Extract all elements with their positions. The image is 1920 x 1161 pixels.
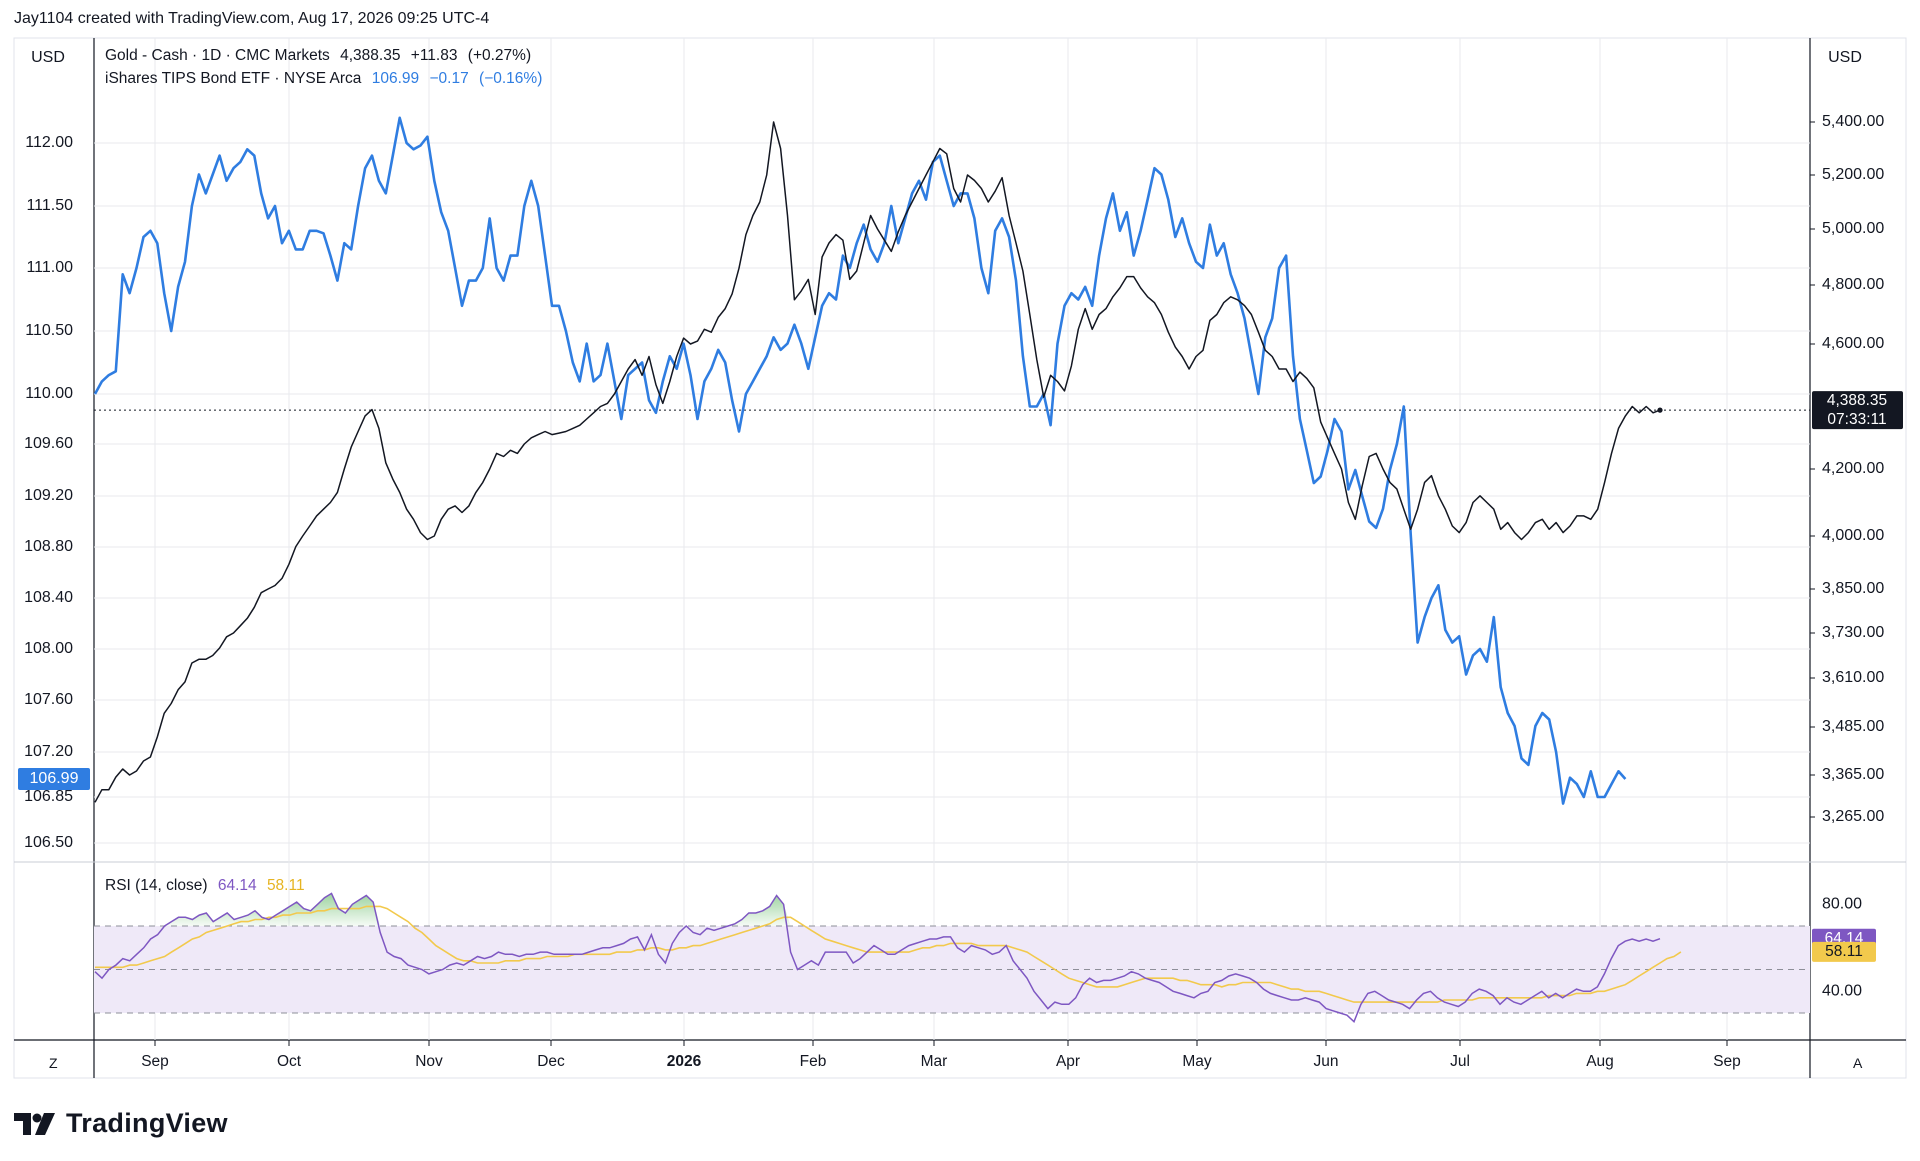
x-tick-label: Jul [1450,1053,1470,1070]
x-tick-label: Mar [921,1053,948,1070]
gold-legend-change: +11.83 [410,47,458,64]
x-tick-label: 2026 [667,1053,702,1070]
rsi-legend-value: 64.14 [217,877,257,894]
rsi-tick-label: 40.00 [1822,982,1862,999]
x-tick-label: Aug [1586,1053,1614,1070]
gold-series-line [94,121,1661,803]
x-tick-label: Apr [1056,1053,1080,1070]
tradingview-logo-icon [14,1112,55,1135]
tip-legend-last: 106.99 [371,70,420,87]
rsi-overbought-fill [95,893,1660,926]
left-currency-label: USD [31,49,65,66]
right-tick-label: 5,000.00 [1822,220,1884,237]
left-tick-label: 107.60 [24,691,73,708]
tradingview-wordmark: TradingView [66,1108,228,1138]
left-tick-label: 108.40 [24,589,73,606]
right-tick-label: 3,730.00 [1822,624,1884,641]
left-tick-label: 109.60 [24,435,73,452]
rsi-line [94,892,1661,1023]
x-tick-label: May [1182,1053,1212,1070]
x-tick-label: Dec [537,1053,565,1070]
gold-last-point [1657,407,1663,413]
rsi-legend-title: RSI (14, close) [105,877,208,894]
right-tick-label: 3,485.00 [1822,718,1884,735]
right-tick-label: 3,850.00 [1822,580,1884,597]
left-tick-label: 108.80 [24,538,73,555]
left-tick-label: 109.20 [24,487,73,504]
tip-legend: iShares TIPS Bond ETF · NYSE Arca 106.99… [105,70,548,88]
right-tick-label: 4,000.00 [1822,527,1884,544]
tradingview-brand: TradingView [14,1108,228,1139]
left-tick-label: 111.50 [26,197,73,214]
gold-last-value-label: 4,388.35 [1827,392,1887,409]
rsi-legend-ma: 58.11 [266,877,305,894]
chart-frame [13,37,1907,1079]
tip-legend-change: −0.17 [429,70,469,87]
right-currency-label: USD [1828,49,1862,66]
left-tick-label: 111.00 [26,259,73,276]
tip-last-badge [18,768,90,790]
tip-legend-change-pct: (−0.16%) [479,70,543,87]
tip-series-line [93,116,1627,805]
gold-countdown-label: 07:33:11 [1827,411,1886,428]
x-tick-label: Oct [277,1053,302,1070]
right-tick-label: 4,600.00 [1822,335,1884,352]
left-tick-label: 110.00 [25,385,73,402]
auto-a-button[interactable]: A [1853,1055,1863,1071]
right-tick-label: 5,400.00 [1822,113,1884,130]
main-legend: Gold - Cash · 1D · CMC Markets 4,388.35 … [105,47,537,65]
gold-last-badge [1812,391,1903,430]
x-tick-label: Feb [800,1053,827,1070]
right-tick-label: 3,365.00 [1822,766,1884,783]
rsi-tick-label: 80.00 [1822,895,1862,912]
gold-legend-last: 4,388.35 [340,47,401,64]
rsi-ma-line [95,905,1682,1003]
x-tick-label: Jun [1314,1053,1339,1070]
right-tick-label: 4,800.00 [1822,276,1884,293]
left-tick-label: 112.00 [25,134,73,151]
left-tick-label: 106.85 [24,788,73,805]
rsi-ma-last-value-label: 58.11 [1825,943,1863,960]
left-tick-label: 110.50 [25,322,73,339]
zoom-z-button[interactable]: Z [49,1055,58,1071]
credit-text: Jay1104 created with TradingView.com, Au… [14,10,490,27]
left-tick-label: 108.00 [24,640,73,657]
x-tick-label: Sep [141,1053,169,1070]
rsi-legend: RSI (14, close) 64.14 58.11 [105,877,311,895]
left-tick-label: 107.20 [24,743,73,760]
right-tick-label: 3,265.00 [1822,808,1884,825]
x-tick-label: Sep [1713,1053,1741,1070]
rsi-ma-last-badge [1812,941,1876,962]
right-tick-label: 3,610.00 [1822,669,1884,686]
gold-legend-change-pct: (+0.27%) [467,47,532,64]
left-tick-label: 106.50 [24,834,73,851]
x-tick-label: Nov [415,1053,443,1070]
right-tick-label: 4,200.00 [1822,460,1884,477]
tip-last-value-label: 106.99 [30,770,79,787]
gold-legend-name: Gold - Cash · 1D · CMC Markets [105,47,330,64]
tip-legend-name: iShares TIPS Bond ETF · NYSE Arca [105,70,362,87]
right-tick-label: 5,200.00 [1822,166,1884,183]
